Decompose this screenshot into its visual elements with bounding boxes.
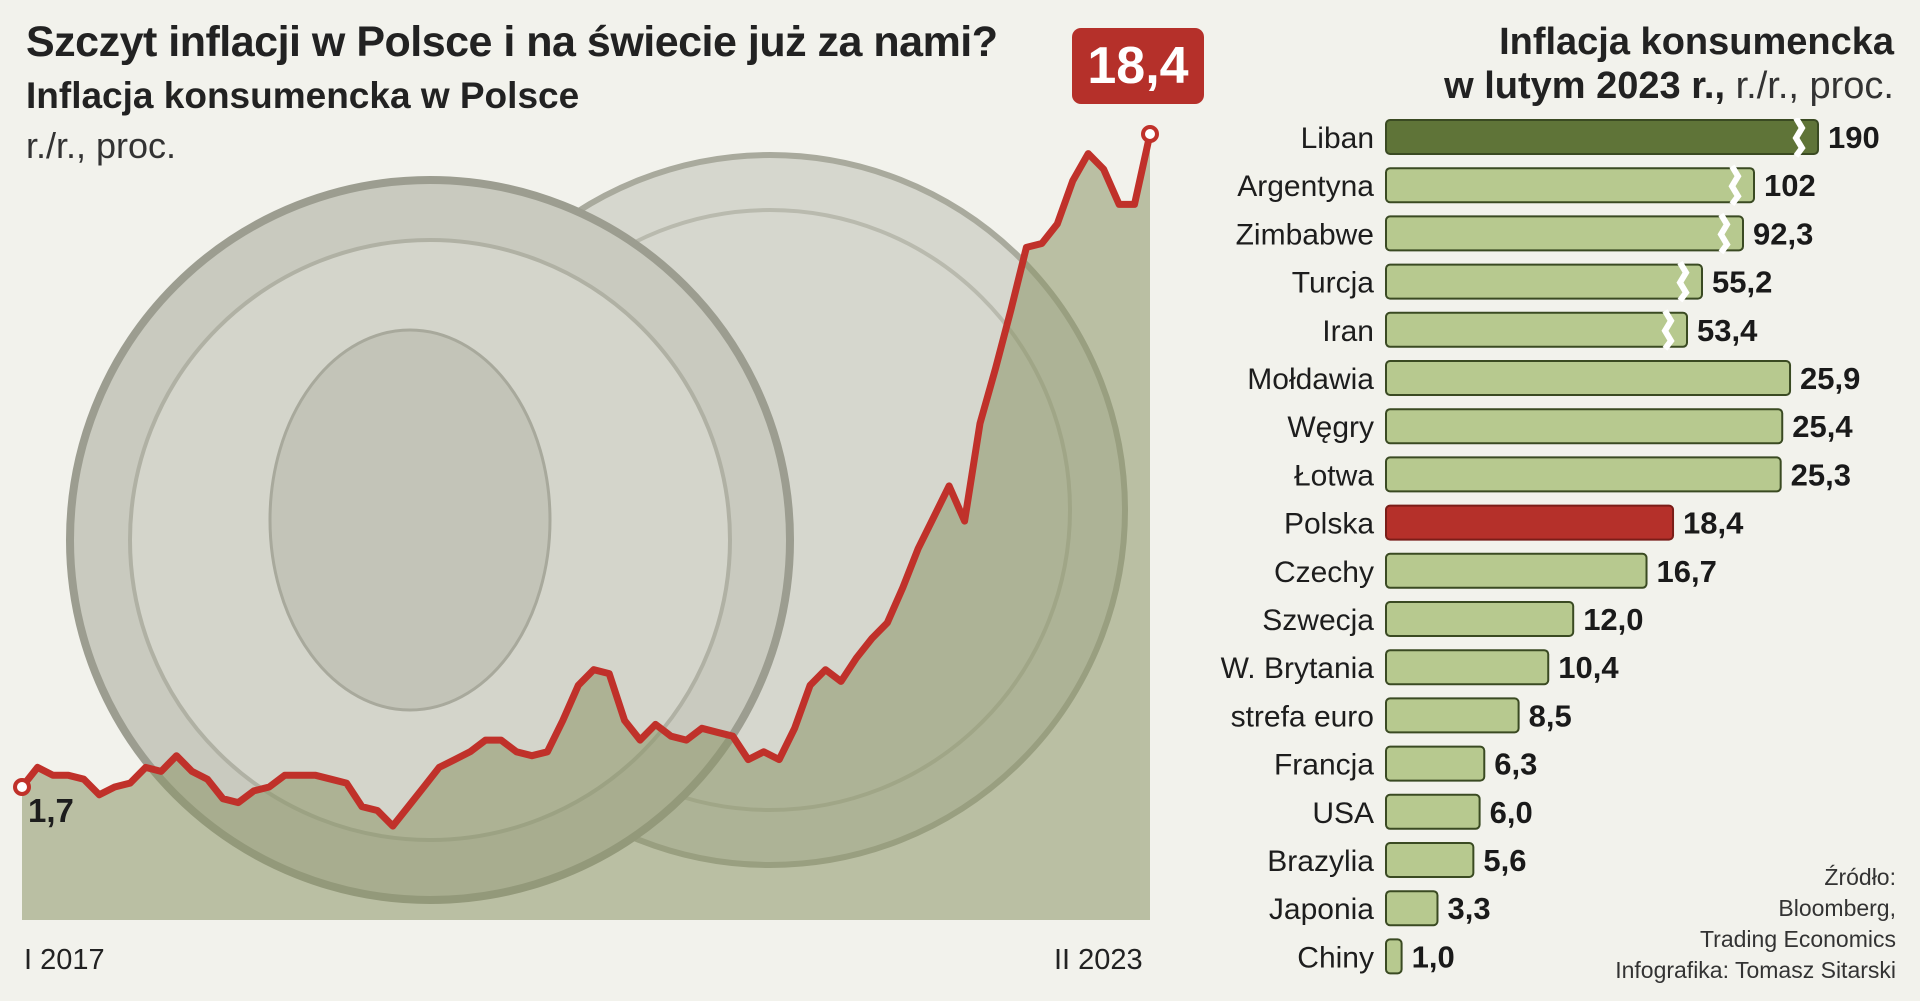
bar-category-label: Liban (1301, 122, 1374, 155)
line-start-point (13, 778, 31, 796)
line-area-fill (22, 134, 1150, 920)
source-line: Trading Economics (1699, 926, 1896, 952)
bar-value-label: 12,0 (1583, 602, 1643, 637)
bar-chart-title-line1: Inflacja konsumencka (1499, 21, 1894, 63)
line-end-point (1141, 125, 1159, 143)
bar (1385, 215, 1744, 252)
source-line: Infografika: Tomasz Sitarski (1615, 957, 1896, 983)
bar-category-label: Węgry (1287, 411, 1374, 444)
chart-subtitle: Inflacja konsumencka w Polsce (26, 75, 580, 116)
bar (1385, 456, 1782, 493)
bar-category-label: Zimbabwe (1236, 218, 1374, 251)
bar-category-label: Iran (1322, 315, 1374, 348)
bar-value-label: 102 (1764, 168, 1816, 203)
bar (1385, 697, 1520, 734)
bar (1385, 263, 1703, 300)
bar-value-label: 8,5 (1529, 698, 1572, 733)
bar-value-label: 6,0 (1490, 795, 1533, 830)
bar-category-label: W. Brytania (1221, 652, 1375, 685)
bar (1385, 360, 1792, 396)
bar (1385, 601, 1575, 637)
inflation-line (19, 133, 1154, 830)
bar (1385, 119, 1819, 155)
bar-chart-title-unit: r./r., proc. (1725, 65, 1894, 107)
bar-chart-title-line2: w lutym 2023 r., r./r., proc. (1334, 64, 1894, 108)
bar (1385, 504, 1675, 541)
bar-category-label: Polska (1284, 508, 1374, 541)
bar-value-label: 10,4 (1558, 650, 1619, 685)
bar-category-label: Chiny (1297, 941, 1374, 974)
chart-title: Szczyt inflacji w Polsce i na świecie ju… (26, 18, 998, 66)
bar-value-label: 25,4 (1792, 409, 1853, 444)
axis-break-mark (1661, 309, 1675, 351)
x-axis-end-label: II 2023 (1054, 944, 1143, 976)
bar-category-label: USA (1312, 797, 1374, 830)
source-line: Bloomberg, (1778, 895, 1896, 921)
bar (1385, 938, 1403, 975)
bar-category-label: Czechy (1274, 556, 1374, 589)
eagle-emblem (268, 328, 552, 712)
bar-chart-title: Inflacja konsumencka w lutym 2023 r., r.… (1334, 20, 1894, 108)
bar-value-label: 25,9 (1800, 361, 1860, 396)
bar-category-label: Mołdawia (1247, 363, 1374, 396)
bar (1385, 890, 1439, 927)
bar-category-label: Brazylia (1267, 845, 1374, 878)
bar-category-label: strefa euro (1231, 700, 1374, 733)
bar-category-label: Argentyna (1237, 170, 1374, 203)
bar (1385, 649, 1550, 686)
bar-value-label: 5,6 (1483, 843, 1526, 878)
bar-chart-title-date: w lutym 2023 r., (1444, 65, 1726, 107)
bar-category-label: Japonia (1269, 893, 1374, 926)
bar-value-label: 1,0 (1412, 939, 1455, 974)
bar (1385, 793, 1481, 830)
axis-break-mark (1792, 118, 1806, 158)
bar (1385, 842, 1475, 878)
bar-value-label: 92,3 (1753, 216, 1813, 251)
bar-value-label: 190 (1828, 120, 1880, 155)
bar-value-label: 6,3 (1494, 747, 1537, 782)
bar-category-label: Turcja (1292, 267, 1375, 300)
bar-value-label: 55,2 (1712, 265, 1772, 300)
bar-chart: Liban 190 Argentyna 102 Zimbabwe 92,3 Turcja 55… (1221, 118, 1880, 975)
x-axis-start-label: I 2017 (24, 944, 105, 976)
axis-break-mark (1717, 212, 1731, 255)
source-line: Źródło: (1824, 864, 1896, 890)
bar-value-label: 3,3 (1447, 891, 1490, 926)
bar-category-label: Łotwa (1294, 459, 1374, 492)
bar (1385, 408, 1784, 445)
chart-unit: r./r., proc. (26, 125, 177, 166)
bar (1385, 745, 1486, 782)
bar-value-label: 25,3 (1791, 457, 1851, 492)
source-note: Źródło: Bloomberg, Trading Economics Inf… (1615, 862, 1896, 986)
final-value-badge: 18,4 (1072, 28, 1204, 104)
axis-break-mark (1676, 261, 1690, 303)
bar (1385, 311, 1688, 348)
bar-value-label: 16,7 (1657, 554, 1717, 589)
start-value-label: 1,7 (28, 792, 74, 829)
bar-value-label: 53,4 (1697, 313, 1758, 348)
bar-value-label: 18,4 (1683, 506, 1744, 541)
line-chart (13, 125, 1159, 920)
axis-break-mark (1728, 164, 1742, 206)
bar-category-label: Francja (1274, 749, 1374, 782)
bar (1385, 167, 1755, 204)
bar (1385, 552, 1648, 589)
bar-category-label: Szwecja (1262, 604, 1374, 637)
